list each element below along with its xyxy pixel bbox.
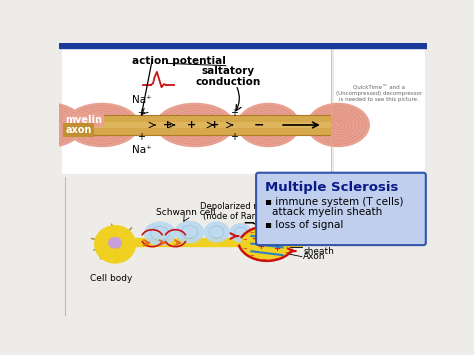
Text: +: + [264,237,271,246]
Ellipse shape [175,221,203,243]
Text: −: − [254,119,264,131]
Text: ▪ immune system (T cells): ▪ immune system (T cells) [264,197,403,207]
Text: +: + [251,234,258,244]
Ellipse shape [20,103,82,147]
Text: −: − [261,256,266,261]
Text: Cell body: Cell body [90,274,132,283]
Ellipse shape [237,103,300,147]
Text: +: + [186,120,196,130]
Text: −: − [242,237,247,242]
Text: +: + [210,120,219,130]
Bar [63,115,330,135]
Ellipse shape [145,222,175,245]
Text: action potential: action potential [132,56,226,66]
Text: +: + [163,120,173,130]
Text: +: + [229,108,237,118]
Text: saltatory
conduction: saltatory conduction [196,66,261,87]
Text: Na⁺: Na⁺ [132,94,151,105]
Text: −: − [274,227,279,232]
Text: attack myelin sheath: attack myelin sheath [273,207,383,217]
Text: −: − [249,229,254,234]
Text: −: − [242,245,247,250]
Text: QuickTime™ and a
(Uncompressed) decompressor
is needed to see this picture.: QuickTime™ and a (Uncompressed) decompre… [336,85,422,102]
Bar [334,49,424,174]
Text: −: − [288,241,292,246]
Text: −: − [274,255,279,260]
Text: Schwann cell: Schwann cell [156,208,215,217]
Text: Axon: Axon [303,252,326,261]
Bar [135,238,302,246]
Text: Na⁺: Na⁺ [132,146,151,155]
Text: −: − [288,241,292,246]
FancyBboxPatch shape [256,173,426,245]
Bar [62,49,331,174]
Text: +: + [257,242,264,251]
Text: −: − [261,226,266,231]
Ellipse shape [307,103,369,147]
Text: −: − [284,233,289,238]
Text: +: + [137,108,145,118]
Text: Myelin
sheath: Myelin sheath [303,236,334,256]
Text: Depolarized region
(node of Ranvier): Depolarized region (node of Ranvier) [200,202,280,221]
Bar [63,122,330,128]
Text: −: − [284,250,289,255]
Text: +: + [137,132,145,142]
Bar [63,115,330,135]
Bar [59,43,427,48]
Text: myelin: myelin [65,115,102,125]
Ellipse shape [242,226,292,261]
Text: +: + [229,132,237,142]
Text: −: − [249,253,254,258]
Ellipse shape [204,222,229,242]
Text: axon: axon [65,125,92,135]
Ellipse shape [230,224,251,242]
Ellipse shape [65,103,139,147]
Ellipse shape [156,103,234,147]
Ellipse shape [95,226,135,263]
Text: ▪ loss of signal: ▪ loss of signal [264,220,343,230]
Text: Multiple Sclerosis: Multiple Sclerosis [264,181,398,194]
Ellipse shape [109,237,122,248]
Text: +: + [273,245,280,253]
Text: +: + [266,232,273,241]
